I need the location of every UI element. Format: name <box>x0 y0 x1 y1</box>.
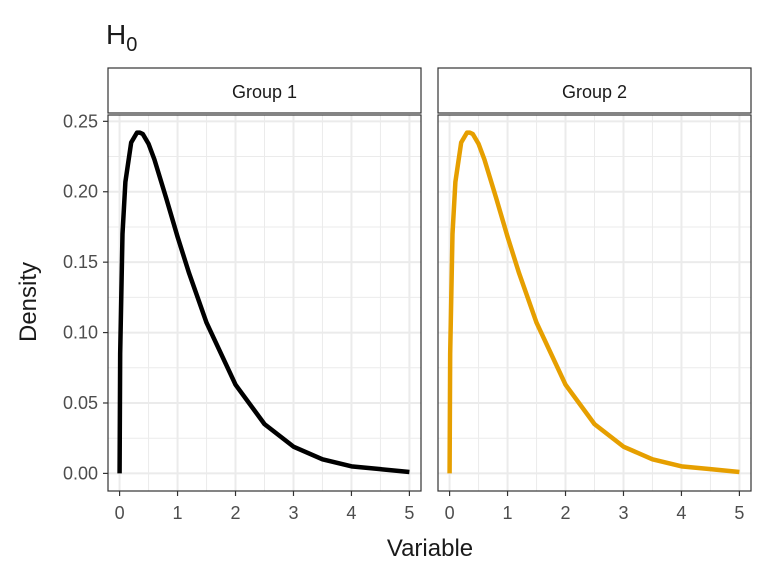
density-line-1 <box>117 130 410 475</box>
chart-title-subscript: 0 <box>126 34 137 56</box>
x-tick-label: 0 <box>115 503 125 523</box>
x-tick-label: 0 <box>445 503 455 523</box>
x-tick-label: 3 <box>618 503 628 523</box>
strip-label: Group 2 <box>562 82 627 102</box>
x-tick-label: 2 <box>561 503 571 523</box>
panel-border <box>437 114 752 492</box>
y-tick-label: 0.15 <box>63 252 98 272</box>
density-line-2 <box>447 130 740 475</box>
chart-title-main: H <box>106 19 126 50</box>
chart-title: H0 <box>106 19 137 56</box>
y-axis-title: Density <box>15 262 42 342</box>
y-tick-label: 0.05 <box>63 393 98 413</box>
y-tick-label: 0.20 <box>63 182 98 202</box>
x-axis-title: Variable <box>387 535 473 562</box>
panel-2: Group 2 0 1 2 3 4 5 <box>437 67 752 523</box>
panel-border <box>107 114 422 492</box>
y-tick-label: 0.10 <box>63 323 98 343</box>
panels: Group 1 0 1 2 3 4 5 Group 2 0 1 2 3 4 5 <box>107 67 752 523</box>
x-tick-label: 5 <box>734 503 744 523</box>
x-tick-label: 1 <box>503 503 513 523</box>
y-tick-label: 0.25 <box>63 111 98 131</box>
y-axis: 0.00 0.05 0.10 0.15 0.20 0.25 <box>63 111 108 483</box>
x-tick-label: 4 <box>676 503 686 523</box>
x-tick-label: 2 <box>231 503 241 523</box>
x-tick-label: 1 <box>173 503 183 523</box>
strip-label: Group 1 <box>232 82 297 102</box>
x-tick-label: 5 <box>404 503 414 523</box>
panel-1: Group 1 0 1 2 3 4 5 <box>107 67 422 523</box>
x-tick-label: 3 <box>288 503 298 523</box>
x-tick-label: 4 <box>346 503 356 523</box>
y-tick-label: 0.00 <box>63 463 98 483</box>
strip-background <box>107 67 422 114</box>
strip-background <box>437 67 752 114</box>
